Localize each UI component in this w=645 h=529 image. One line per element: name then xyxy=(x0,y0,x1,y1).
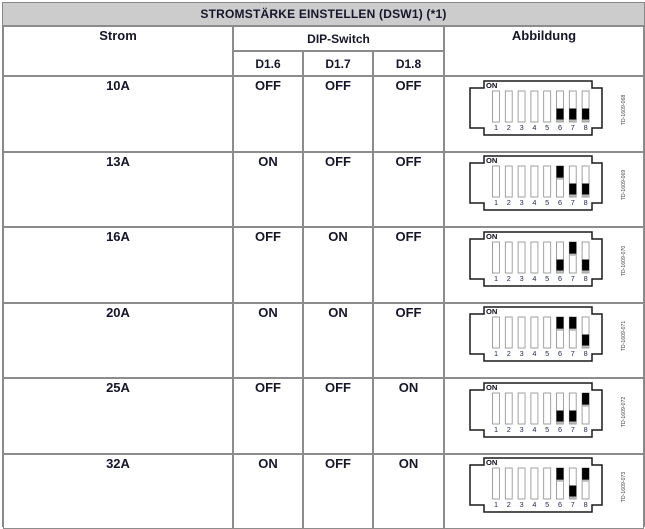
svg-text:5: 5 xyxy=(545,500,549,509)
svg-text:8: 8 xyxy=(584,425,588,434)
svg-text:ON: ON xyxy=(486,307,497,316)
svg-text:5: 5 xyxy=(545,198,549,207)
svg-text:TD-1609-073: TD-1609-073 xyxy=(621,472,627,503)
svg-text:2: 2 xyxy=(507,425,511,434)
svg-text:1: 1 xyxy=(494,349,498,358)
svg-text:3: 3 xyxy=(520,274,524,283)
svg-text:ON: ON xyxy=(486,232,497,241)
svg-text:6: 6 xyxy=(558,349,562,358)
svg-text:8: 8 xyxy=(584,198,588,207)
svg-text:4: 4 xyxy=(532,349,536,358)
svg-text:3: 3 xyxy=(520,425,524,434)
svg-text:7: 7 xyxy=(571,425,575,434)
svg-text:5: 5 xyxy=(545,349,549,358)
svg-text:8: 8 xyxy=(584,349,588,358)
svg-text:ON: ON xyxy=(486,383,497,392)
svg-text:3: 3 xyxy=(520,349,524,358)
svg-text:4: 4 xyxy=(532,198,536,207)
svg-text:7: 7 xyxy=(571,198,575,207)
svg-text:2: 2 xyxy=(507,500,511,509)
svg-text:7: 7 xyxy=(571,349,575,358)
svg-text:5: 5 xyxy=(545,123,549,132)
svg-text:8: 8 xyxy=(584,500,588,509)
svg-text:8: 8 xyxy=(584,274,588,283)
svg-text:3: 3 xyxy=(520,123,524,132)
svg-text:6: 6 xyxy=(558,500,562,509)
svg-text:TD-1609-070: TD-1609-070 xyxy=(621,246,627,277)
svg-text:8: 8 xyxy=(584,123,588,132)
svg-text:6: 6 xyxy=(558,425,562,434)
svg-text:3: 3 xyxy=(520,500,524,509)
svg-text:6: 6 xyxy=(558,123,562,132)
svg-text:1: 1 xyxy=(494,500,498,509)
svg-text:TD-1609-072: TD-1609-072 xyxy=(621,397,627,428)
svg-text:5: 5 xyxy=(545,274,549,283)
svg-text:2: 2 xyxy=(507,349,511,358)
svg-text:TD-1609-071: TD-1609-071 xyxy=(621,321,627,352)
svg-text:7: 7 xyxy=(571,123,575,132)
svg-text:5: 5 xyxy=(545,425,549,434)
svg-text:4: 4 xyxy=(532,500,536,509)
svg-text:1: 1 xyxy=(494,198,498,207)
svg-text:1: 1 xyxy=(494,274,498,283)
svg-text:ON: ON xyxy=(486,458,497,467)
svg-text:TD-1609-068: TD-1609-068 xyxy=(621,95,627,126)
svg-text:7: 7 xyxy=(571,500,575,509)
svg-text:4: 4 xyxy=(532,123,536,132)
svg-text:2: 2 xyxy=(507,123,511,132)
svg-text:2: 2 xyxy=(507,198,511,207)
svg-text:6: 6 xyxy=(558,274,562,283)
svg-text:ON: ON xyxy=(486,81,497,90)
svg-text:3: 3 xyxy=(520,198,524,207)
svg-text:1: 1 xyxy=(494,123,498,132)
svg-text:TD-1609-069: TD-1609-069 xyxy=(621,170,627,201)
svg-text:ON: ON xyxy=(486,156,497,165)
svg-text:6: 6 xyxy=(558,198,562,207)
svg-text:2: 2 xyxy=(507,274,511,283)
svg-text:4: 4 xyxy=(532,274,536,283)
svg-text:1: 1 xyxy=(494,425,498,434)
svg-text:7: 7 xyxy=(571,274,575,283)
svg-text:4: 4 xyxy=(532,425,536,434)
